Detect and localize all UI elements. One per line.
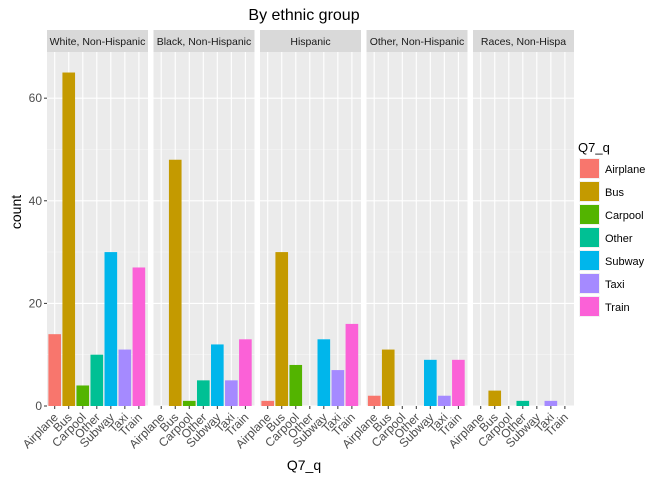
y-axis-title: count	[8, 195, 24, 229]
bar-other	[90, 354, 104, 406]
legend-swatch	[580, 251, 599, 270]
bar-taxi	[225, 380, 238, 406]
y-tick-label: 40	[29, 194, 43, 208]
legend-swatch	[580, 297, 599, 316]
bar-train	[239, 339, 252, 406]
legend-label: Airplane	[605, 164, 645, 176]
bar-bus	[168, 159, 182, 406]
bar-taxi	[118, 349, 132, 406]
legend-label: Train	[605, 302, 630, 314]
facet-strip-label: Black, Non-Hispanic	[157, 36, 252, 48]
bar-other	[516, 400, 530, 406]
facet-strip	[153, 30, 255, 52]
facet-strip	[260, 30, 361, 52]
legend-swatch	[580, 228, 599, 247]
bar-subway	[104, 252, 118, 406]
bar-train	[452, 359, 465, 406]
facet-strip	[473, 30, 574, 52]
bar-subway	[317, 339, 331, 406]
legend: Q7_q Airplane Bus Carpool Other Subway Taxi Tr…	[578, 140, 645, 317]
bar-subway	[211, 344, 224, 406]
panel-background	[366, 52, 468, 406]
bar-bus	[275, 252, 289, 406]
y-axis: 0 20 40 60	[29, 91, 47, 413]
x-axis-title: Q7_q	[287, 457, 321, 473]
legend-label: Subway	[605, 256, 645, 268]
bar-carpool	[289, 364, 303, 406]
bar-taxi	[331, 370, 345, 406]
bar-airplane	[261, 400, 275, 406]
y-tick-label: 0	[35, 399, 42, 413]
chart-title: By ethnic group	[248, 7, 359, 24]
facet-strip-label: White, Non-Hispanic	[50, 36, 146, 48]
bar-carpool	[76, 385, 90, 406]
legend-swatch	[580, 205, 599, 224]
bar-taxi	[544, 400, 558, 406]
bar-bus	[381, 349, 395, 406]
bar-airplane	[367, 395, 381, 406]
legend-label: Other	[605, 233, 633, 245]
legend-label: Carpool	[605, 210, 644, 222]
facet-strip	[366, 30, 468, 52]
facet-panel: Other, Non-HispanicAirplaneBusCarpoolOth…	[339, 30, 468, 451]
bar-bus	[488, 390, 502, 406]
facet-strip	[47, 30, 148, 52]
bar-bus	[62, 72, 76, 407]
facet-panel: Races, Non-HispaAirplaneBusCarpoolOtherS…	[446, 30, 574, 451]
bar-other	[196, 380, 210, 406]
legend-label: Bus	[605, 187, 624, 199]
legend-swatch	[580, 182, 599, 201]
bar-airplane	[48, 334, 62, 406]
bar-subway	[424, 359, 437, 406]
bar-train	[132, 267, 146, 406]
y-tick-label: 20	[29, 296, 43, 310]
facet-strip-label: Hispanic	[290, 36, 330, 48]
facet-strip-label: Other, Non-Hispanic	[370, 36, 465, 48]
facet-strip-label: Races, Non-Hispa	[481, 36, 566, 48]
y-tick-label: 60	[29, 91, 43, 105]
bar-taxi	[438, 395, 451, 406]
panel-background	[473, 52, 574, 406]
facet-panels: White, Non-HispanicAirplaneBusCarpoolOth…	[20, 30, 574, 451]
bar-carpool	[182, 400, 196, 406]
legend-title: Q7_q	[578, 140, 610, 155]
legend-label: Taxi	[605, 279, 625, 291]
legend-swatch	[580, 274, 599, 293]
bar-train	[345, 323, 359, 406]
facet-panel: HispanicAirplaneBusCarpoolOtherSubwayTax…	[233, 30, 361, 451]
legend-swatch	[580, 159, 599, 178]
